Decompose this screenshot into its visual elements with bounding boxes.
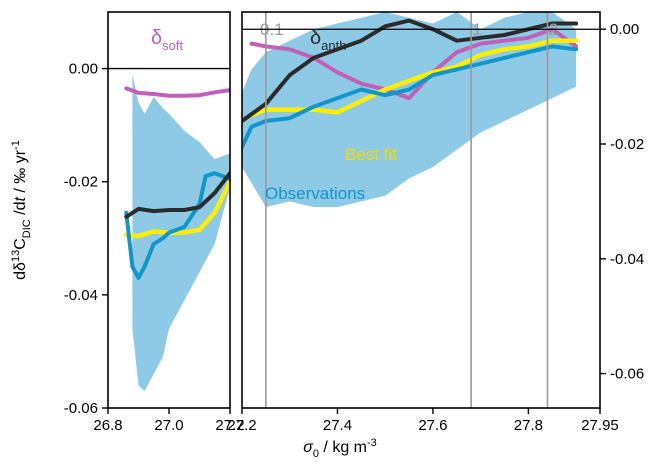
y-axis-label-part: dδ [12, 262, 29, 280]
right-y-tick-label: -0.04 [610, 251, 644, 268]
right-x-tick-label: 27.2 [227, 417, 256, 434]
right-soft-line [249, 27, 579, 101]
ann-anth-subscript: anth [321, 38, 346, 53]
ann-anth-symbol: δ [310, 27, 321, 49]
left-axes: 26.8 27.0 27.2 0.00 -0.02 -0.04 -0.06 [64, 11, 245, 434]
anth-annotation: δanth [310, 27, 346, 53]
right-panel: 0.1 1 2 27.2 27.4 27.6 27.8 27.95 0.00 -0.02 -0.0… [227, 11, 644, 434]
observations-annotation: Observations [265, 184, 365, 203]
y-axis-label-part: 13 [10, 250, 22, 262]
y-axis-label: dδ13CDIC /dt / ‰ yr-1 [10, 140, 33, 280]
y-axis-label-part: / ‰ yr [12, 149, 29, 197]
y-axis-label-part: C [12, 238, 29, 250]
x-axis-label-part: / kg m [319, 439, 367, 456]
x-axis-label-part: 0 [313, 448, 319, 460]
left-y-tick-label: -0.06 [64, 400, 98, 417]
right-frame [241, 11, 601, 409]
right-anth-line [242, 18, 579, 123]
y-axis-label-part: /d [12, 201, 29, 219]
y-axis-label-part: -1 [10, 140, 22, 150]
left-x-tick-label: 27.0 [154, 417, 183, 434]
left-best-fit-line [124, 179, 230, 239]
right-x-tick-label: 27.4 [323, 417, 352, 434]
right-x-tick-label: 27.95 [581, 417, 619, 434]
y-axis-label-part: DIC [21, 219, 33, 238]
left-observations-line [124, 171, 230, 280]
right-x-tick-label: 27.6 [418, 417, 447, 434]
left-anth-line [124, 171, 230, 219]
left-soft-line [124, 86, 230, 98]
right-series-group [242, 12, 579, 208]
right-y-tick-label: 0.00 [610, 21, 639, 38]
right-axes: 27.2 27.4 27.6 27.8 27.95 0.00 -0.02 -0.04 -0.06 [227, 11, 644, 434]
left-x-tick-label: 26.8 [93, 417, 122, 434]
ann-soft-symbol: δ [151, 27, 162, 49]
left-y-tick-label: -0.02 [64, 174, 98, 191]
left-series-group [124, 74, 230, 391]
best-fit-annotation: Best fit [345, 145, 397, 164]
ann-soft-subscript: soft [162, 38, 183, 53]
x-axis-label-part: σ [303, 439, 314, 456]
y-axis-label-part: t [12, 196, 29, 201]
right-observations-line [242, 44, 579, 149]
right-best-fit-line [249, 38, 579, 118]
right-plot-area: 0.1 1 2 [242, 12, 600, 408]
x-axis-label-part: -3 [367, 437, 377, 449]
right-x-tick-label: 27.8 [514, 417, 543, 434]
x-axis-label: σ0 / kg m-3 [303, 437, 377, 460]
left-plot-area [108, 67, 230, 391]
right-y-tick-label: -0.06 [610, 366, 644, 383]
left-x-tick-label: 27.2 [215, 417, 244, 434]
left-y-tick-label: -0.04 [64, 287, 98, 304]
left-y-tick-label: 0.00 [69, 61, 98, 78]
soft-annotation: δsoft [151, 27, 183, 53]
right-y-tick-label: -0.02 [610, 136, 644, 153]
left-panel: 26.8 27.0 27.2 0.00 -0.02 -0.04 -0.06 [64, 11, 245, 434]
